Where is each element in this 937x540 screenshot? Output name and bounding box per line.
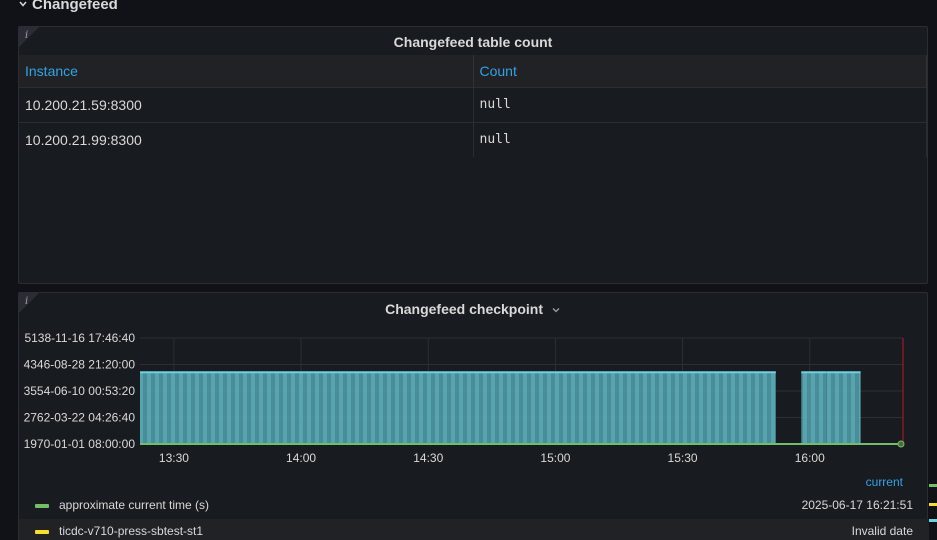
legend-item[interactable]: ticdc-v710-press-sbtest-st1 Invalid date bbox=[19, 519, 929, 540]
legend-header-current[interactable]: current bbox=[865, 475, 903, 489]
cell-instance: 10.200.21.59:8300 bbox=[19, 86, 474, 122]
chart-plot[interactable]: 5138-11-16 17:46:40 4346-08-28 21:20:00 35… bbox=[19, 293, 929, 473]
series-endpoint bbox=[897, 440, 905, 448]
x-tick-label: 14:00 bbox=[286, 451, 316, 465]
chevron-down-icon bbox=[552, 308, 560, 313]
panel-title[interactable]: Changefeed checkpoint bbox=[19, 301, 927, 317]
panel-changefeed-table-count: i Changefeed table count Instance Count … bbox=[18, 26, 928, 284]
legend-item[interactable]: approximate current time (s) 2025-06-17 … bbox=[19, 493, 929, 517]
y-tick-label: 4346-08-28 21:20:00 bbox=[24, 358, 136, 372]
y-tick-label: 1970-01-01 08:00:00 bbox=[24, 437, 136, 451]
column-header-count[interactable]: Count bbox=[473, 55, 927, 87]
y-tick-label: 3554-06-10 00:53:20 bbox=[24, 384, 136, 398]
info-corner bbox=[19, 293, 39, 313]
table-header-row: Instance Count bbox=[19, 55, 927, 87]
data-table: Instance Count 10.200.21.59:8300 null 10… bbox=[19, 55, 927, 157]
info-icon[interactable]: i bbox=[25, 30, 29, 41]
panel-title[interactable]: Changefeed table count bbox=[393, 34, 553, 50]
info-icon[interactable]: i bbox=[25, 296, 29, 307]
info-corner bbox=[19, 27, 39, 47]
adjacent-legend-mark bbox=[929, 519, 937, 522]
x-tick-label: 15:00 bbox=[540, 451, 570, 465]
legend-value: 2025-06-17 16:21:51 bbox=[801, 498, 913, 512]
row-header-changefeed[interactable]: Changefeed bbox=[18, 0, 118, 14]
x-tick-label: 16:00 bbox=[795, 451, 825, 465]
legend-name: approximate current time (s) bbox=[59, 498, 210, 512]
series-area-segment bbox=[801, 372, 827, 444]
cell-count: null bbox=[473, 86, 927, 122]
legend-name: ticdc-v710-press-sbtest-st1 bbox=[59, 524, 204, 538]
series-area-segment bbox=[140, 372, 776, 444]
x-tick-label: 14:30 bbox=[413, 451, 443, 465]
series-area-segment bbox=[826, 372, 861, 444]
cell-instance: 10.200.21.99:8300 bbox=[19, 121, 474, 157]
table-row: 10.200.21.59:8300 null bbox=[19, 86, 927, 122]
legend-swatch bbox=[35, 530, 49, 534]
panel-title-text: Changefeed checkpoint bbox=[385, 301, 544, 317]
x-tick-label: 13:30 bbox=[159, 451, 189, 465]
row-title: Changefeed bbox=[32, 0, 118, 13]
y-tick-label: 5138-11-16 17:46:40 bbox=[24, 331, 135, 345]
legend-value: Invalid date bbox=[851, 524, 913, 538]
adjacent-legend-mark bbox=[929, 503, 937, 506]
cell-count: null bbox=[473, 121, 927, 157]
y-tick-label: 2762-03-22 04:26:40 bbox=[24, 411, 136, 425]
table-row: 10.200.21.99:8300 null bbox=[19, 121, 927, 157]
adjacent-legend-mark bbox=[929, 484, 937, 487]
x-tick-label: 15:30 bbox=[668, 451, 698, 465]
panel-changefeed-checkpoint: i Changefeed checkpoint 5138-11-16 17:46… bbox=[18, 292, 929, 540]
legend-swatch bbox=[35, 504, 49, 508]
column-header-instance[interactable]: Instance bbox=[19, 55, 474, 87]
chevron-down-icon bbox=[19, 1, 27, 7]
